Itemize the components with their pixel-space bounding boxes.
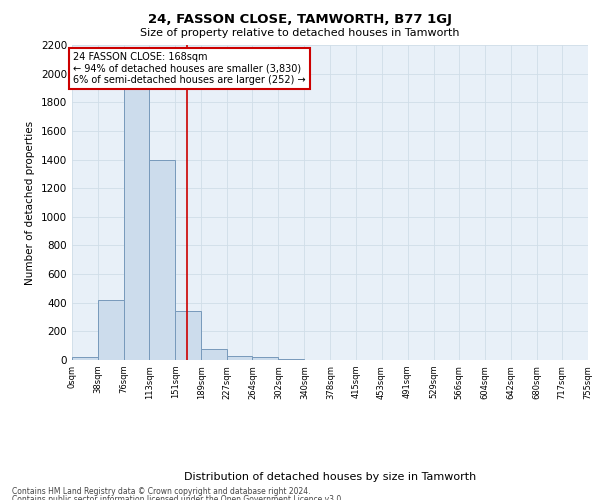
Bar <box>227 356 253 360</box>
Bar <box>278 358 304 360</box>
Bar <box>253 357 278 360</box>
Bar <box>72 357 98 360</box>
Bar <box>175 312 201 360</box>
Bar <box>149 160 175 360</box>
Text: Size of property relative to detached houses in Tamworth: Size of property relative to detached ho… <box>140 28 460 38</box>
Text: Distribution of detached houses by size in Tamworth: Distribution of detached houses by size … <box>184 472 476 482</box>
Bar <box>124 88 149 360</box>
Text: Contains HM Land Registry data © Crown copyright and database right 2024.: Contains HM Land Registry data © Crown c… <box>12 488 311 496</box>
Text: Contains public sector information licensed under the Open Government Licence v3: Contains public sector information licen… <box>12 495 344 500</box>
Text: 24, FASSON CLOSE, TAMWORTH, B77 1GJ: 24, FASSON CLOSE, TAMWORTH, B77 1GJ <box>148 12 452 26</box>
Bar <box>201 348 227 360</box>
Bar <box>98 300 124 360</box>
Text: 24 FASSON CLOSE: 168sqm
← 94% of detached houses are smaller (3,830)
6% of semi-: 24 FASSON CLOSE: 168sqm ← 94% of detache… <box>73 52 306 86</box>
Y-axis label: Number of detached properties: Number of detached properties <box>25 120 35 284</box>
